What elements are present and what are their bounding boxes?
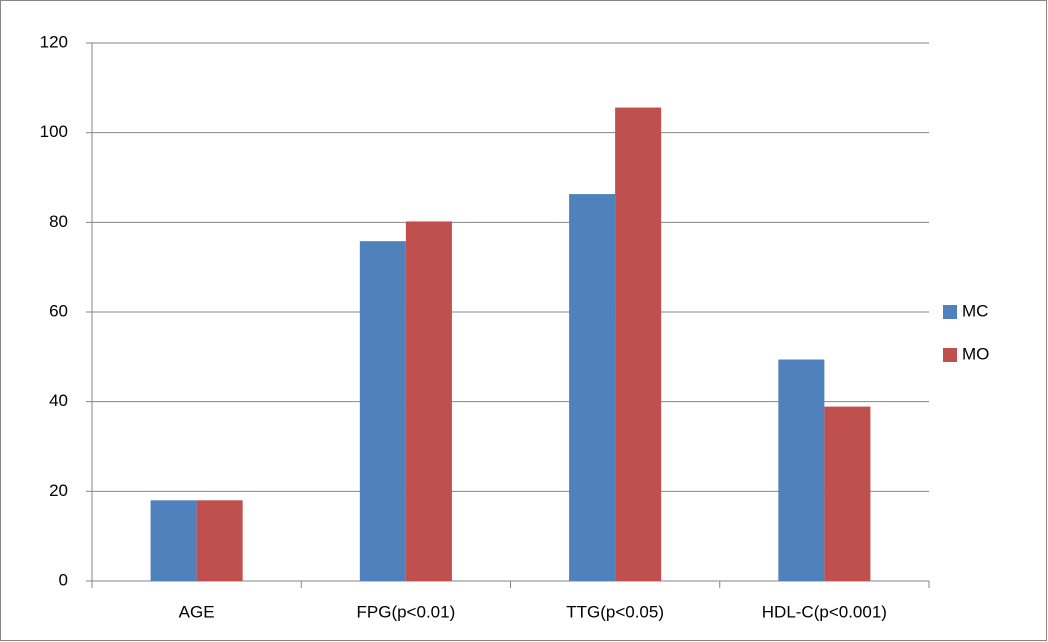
- y-tick-label: 100: [40, 122, 68, 141]
- legend-swatch: [943, 348, 957, 362]
- legend-label: MO: [962, 344, 989, 363]
- legend-label: MC: [962, 301, 988, 320]
- x-tick-label: FPG(p<0.01): [357, 602, 456, 621]
- bar: [359, 241, 406, 581]
- bar: [824, 406, 871, 581]
- bar: [569, 194, 616, 582]
- bar: [150, 500, 197, 581]
- bar: [615, 107, 662, 581]
- legend-swatch: [943, 305, 957, 319]
- bar: [778, 359, 825, 581]
- bar: [196, 500, 243, 581]
- y-tick-label: 80: [49, 212, 68, 231]
- bar: [405, 221, 452, 582]
- x-tick-label: TTG(p<0.05): [566, 602, 664, 621]
- x-tick-label: HDL-C(p<0.001): [762, 602, 887, 621]
- y-tick-label: 40: [49, 391, 68, 410]
- y-tick-label: 0: [59, 570, 68, 589]
- y-tick-label: 60: [49, 301, 68, 320]
- y-tick-label: 120: [40, 32, 68, 51]
- y-tick-label: 20: [49, 481, 68, 500]
- x-tick-label: AGE: [179, 602, 215, 621]
